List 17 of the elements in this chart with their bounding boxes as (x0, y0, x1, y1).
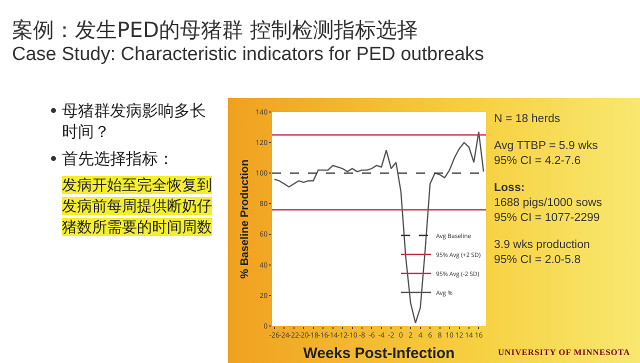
text: 95% CI = 4.2-7.6 (494, 154, 582, 169)
chart-title: 案例：发生PED的母猪群 控制检测指标选择 (12, 18, 418, 42)
text: 发病开始至完全恢复到发病前每周提供断奶仔猪数所需要的时间周数 (62, 176, 212, 236)
text: 母猪群发病影响多长时间？ (62, 100, 207, 142)
text: Avg TTBP = 5.9 wks (494, 139, 599, 154)
text: 95% CI = 1077-2299 (494, 211, 601, 226)
text: N = 18 herds (494, 112, 562, 127)
text: 首先选择指标： (62, 148, 175, 169)
text: 1688 pigs/1000 sows (494, 196, 604, 211)
text: 95% CI = 2.0-5.8 (494, 253, 582, 268)
text: Loss: (494, 181, 526, 196)
text: 3.9 wks production (494, 238, 591, 253)
y-axis-title: % Baseline Production (239, 159, 252, 279)
line-series (274, 131, 484, 324)
chart-subtitle: Case Study: Characteristic indicators for PED outbreaks (12, 44, 484, 66)
text: UNIVERSITY OF MINNESOTA (498, 347, 630, 357)
x-axis-title: Weeks Post-Infection (303, 345, 455, 362)
